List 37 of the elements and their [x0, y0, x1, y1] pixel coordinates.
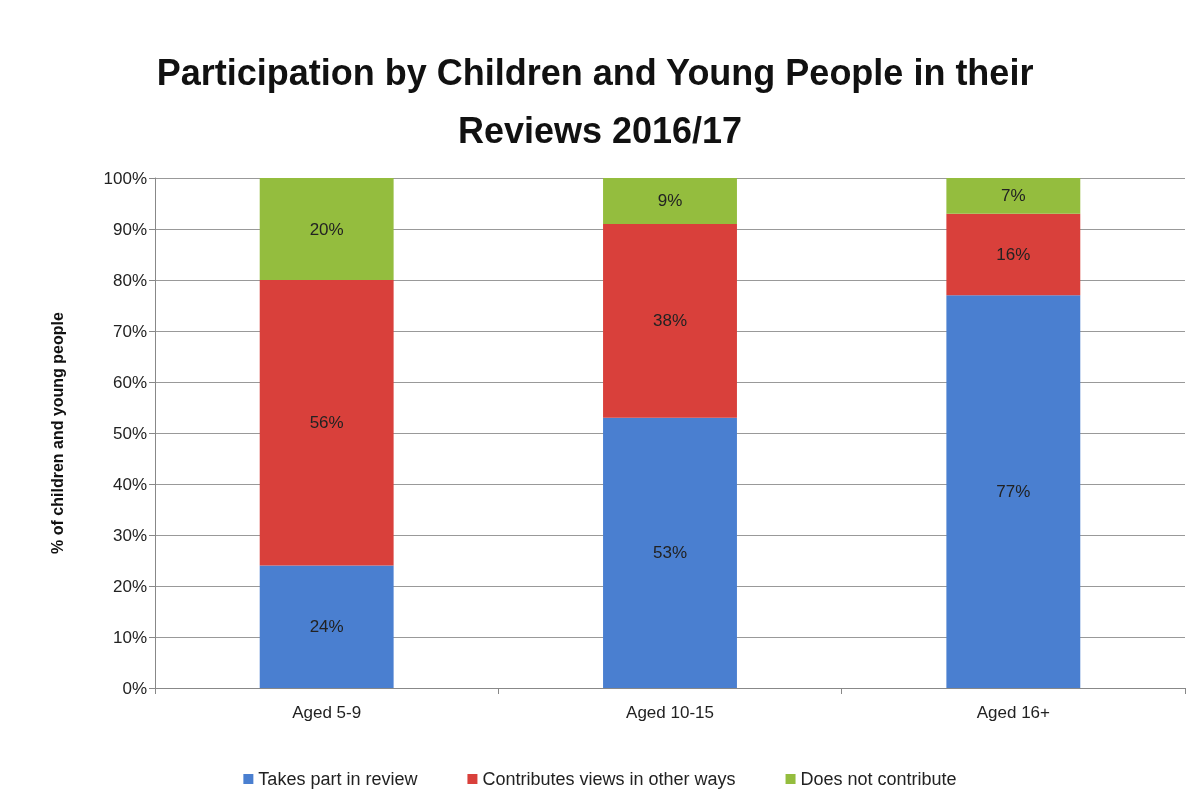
data-label: 24% [309, 617, 344, 637]
x-tick-label: Aged 16+ [976, 703, 1051, 722]
bar [259, 565, 394, 688]
data-label: 7% [1001, 186, 1026, 206]
y-tick-label: 90% [112, 219, 147, 239]
y-tick-label: 0% [122, 678, 147, 698]
bar [603, 417, 737, 688]
data-label: 9% [657, 191, 683, 211]
y-tick-label: 70% [112, 321, 147, 341]
y-tick-label: 40% [112, 474, 147, 494]
y-tick-label: 100% [103, 168, 147, 188]
bar [946, 178, 1081, 214]
legend-label: Takes part in review [258, 769, 419, 789]
data-label: 38% [652, 311, 688, 331]
bar [259, 178, 394, 280]
data-label: 77% [996, 482, 1031, 502]
bar [603, 223, 737, 418]
y-tick-label: 60% [112, 372, 147, 392]
bar [259, 280, 394, 566]
legend-label: Contributes views in other ways [482, 769, 736, 789]
y-tick-label: 10% [112, 627, 147, 647]
x-tick-label: Aged 5-9 [292, 703, 362, 722]
x-tick-label: Aged 10-15 [626, 703, 714, 722]
y-tick-label: 30% [112, 525, 147, 545]
data-label: 53% [652, 543, 688, 563]
legend-label: Does not contribute [800, 769, 957, 789]
data-label: 56% [309, 413, 344, 433]
bar [603, 178, 737, 224]
chart-title: Participation by Children and Young People in their Reviews 2016/17 [156, 51, 1044, 151]
bar [946, 295, 1081, 688]
y-tick-label: 50% [112, 423, 147, 443]
data-label: 20% [309, 219, 344, 239]
y-axis-title: % of children and young people [48, 312, 66, 554]
data-label: 16% [996, 245, 1031, 264]
y-tick-label: 20% [112, 576, 147, 596]
y-tick-label: 80% [112, 270, 147, 290]
bar [946, 213, 1081, 296]
